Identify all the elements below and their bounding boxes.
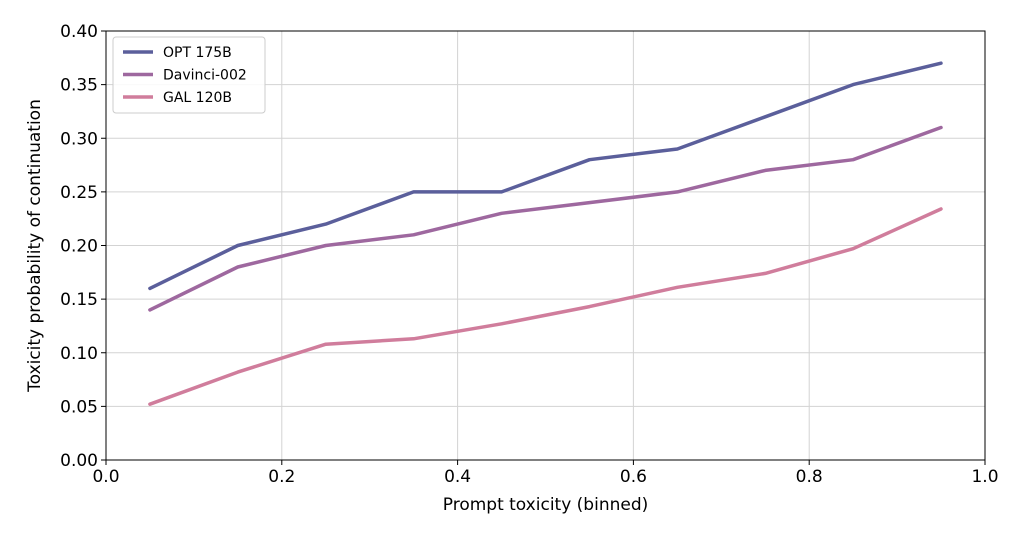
x-tick-label: 0.0: [92, 467, 119, 487]
y-tick-label: 0.40: [60, 22, 98, 42]
x-tick-label: 1.0: [971, 467, 998, 487]
y-tick-label: 0.15: [60, 290, 98, 310]
y-tick-label: 0.30: [60, 129, 98, 149]
y-tick-label: 0.00: [60, 451, 98, 471]
series-line-0: [148, 61, 943, 291]
x-tick-label: 0.2: [268, 467, 295, 487]
series-line-2: [148, 207, 943, 406]
series-line-1: [148, 125, 943, 312]
x-tick-label: 0.6: [620, 467, 647, 487]
y-axis-title: Toxicity probability of continuation: [25, 99, 45, 393]
y-tick-label: 0.25: [60, 183, 98, 203]
y-tick-label: 0.20: [60, 237, 98, 257]
legend: OPT 175B Davinci-002 GAL 120B: [112, 36, 266, 114]
legend-label-1: Davinci-002: [163, 68, 247, 84]
y-tick-label: 0.10: [60, 344, 98, 364]
legend-label-2: GAL 120B: [163, 90, 232, 106]
legend-label-0: OPT 175B: [163, 45, 232, 61]
x-tick-label: 0.4: [444, 467, 471, 487]
axis-ticks: 0.0 0.2 0.4 0.6 0.8 1.0 0.00 0.05 0.10 0.15 0.20 0.…: [60, 22, 998, 487]
legend-box: [112, 36, 266, 114]
x-axis-title: Prompt toxicity (binned): [443, 495, 649, 515]
series-lines: [148, 61, 943, 406]
y-tick-label: 0.05: [60, 397, 98, 417]
y-tick-label: 0.35: [60, 76, 98, 96]
x-tick-label: 0.8: [796, 467, 823, 487]
